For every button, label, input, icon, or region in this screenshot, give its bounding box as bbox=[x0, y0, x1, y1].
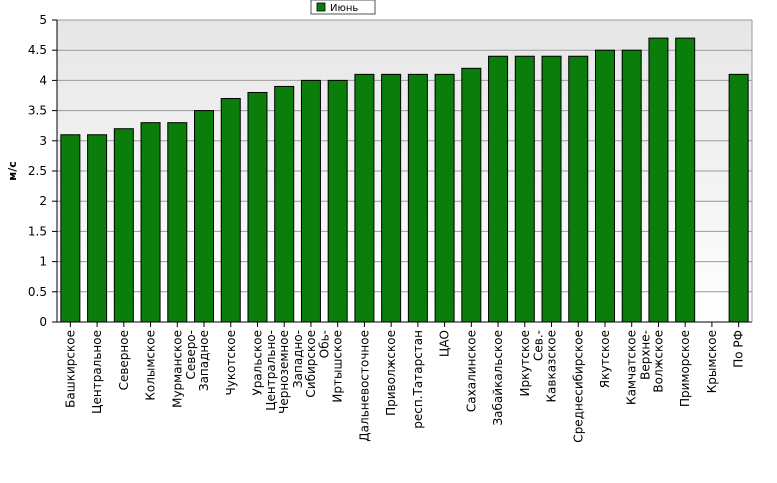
x-tick-label: По РФ bbox=[732, 330, 746, 368]
bar[interactable] bbox=[327, 79, 348, 323]
x-tick-label: Колымское bbox=[144, 330, 158, 401]
axes bbox=[56, 20, 753, 323]
y-tick-label: 0.5 bbox=[28, 285, 47, 299]
y-axis-label: м/с bbox=[6, 161, 19, 181]
bar[interactable] bbox=[488, 55, 509, 323]
x-tick-label: Чукотское bbox=[224, 330, 238, 395]
bar[interactable] bbox=[194, 110, 215, 323]
x-tick-label: Мурманское bbox=[170, 330, 184, 408]
y-tick-label: 0 bbox=[39, 315, 47, 329]
y-tick-labels: 0 0.5 1 1.5 2 2.5 3 3.5 4 4.5 5 bbox=[28, 13, 47, 329]
bar[interactable] bbox=[621, 49, 642, 323]
y-tick-label: 3.5 bbox=[28, 104, 47, 118]
x-tick-label: Приволжское bbox=[384, 330, 398, 416]
bars bbox=[60, 37, 749, 323]
bar[interactable] bbox=[594, 49, 615, 323]
x-tick-label: Башкирское bbox=[63, 330, 77, 408]
x-tick-label: Сев.-Кавказское bbox=[532, 330, 559, 403]
x-tick-label: Западно-Сибирское bbox=[291, 330, 318, 398]
x-tick-label: Приморское bbox=[678, 330, 692, 407]
bar[interactable] bbox=[461, 67, 482, 323]
x-tick-label: Якутское bbox=[598, 330, 612, 388]
bar[interactable] bbox=[648, 37, 669, 323]
x-tick-label: Центральное bbox=[90, 330, 104, 414]
legend-box bbox=[310, 0, 376, 15]
bar[interactable] bbox=[274, 85, 295, 323]
y-tick-label: 3 bbox=[39, 134, 47, 148]
x-tick-label: Обь-Иртышское bbox=[318, 330, 345, 403]
x-tick-label: Уральское bbox=[250, 330, 264, 396]
bar[interactable] bbox=[728, 73, 749, 323]
bar[interactable] bbox=[87, 134, 108, 323]
x-tick-label: Верхне-Волжское bbox=[638, 330, 665, 393]
bar[interactable] bbox=[541, 55, 562, 323]
x-tick-label: Камчатское bbox=[625, 330, 639, 405]
y-tick-label: 2 bbox=[39, 194, 47, 208]
y-tick-label: 5 bbox=[39, 13, 47, 27]
bar[interactable] bbox=[167, 122, 188, 323]
y-tick-label: 2.5 bbox=[28, 164, 47, 178]
bar[interactable] bbox=[675, 37, 696, 323]
x-tick-label: Сахалинское bbox=[464, 330, 478, 412]
bar[interactable] bbox=[568, 55, 589, 323]
bar[interactable] bbox=[514, 55, 535, 323]
legend-swatch bbox=[316, 2, 326, 12]
bar[interactable] bbox=[60, 134, 81, 323]
x-tick-label: Забайкальское bbox=[491, 330, 505, 426]
legend[interactable]: Июнь bbox=[310, 0, 376, 15]
y-tick-label: 1 bbox=[39, 255, 47, 269]
bar[interactable] bbox=[434, 73, 455, 323]
x-tick-label: Северное bbox=[117, 330, 131, 390]
legend-label: Июнь bbox=[330, 3, 358, 14]
x-tick-label: ЦАО bbox=[438, 330, 452, 357]
y-tick-label: 4 bbox=[39, 73, 47, 87]
x-tick-label: Среднесибирское bbox=[571, 330, 585, 443]
bar[interactable] bbox=[140, 122, 161, 323]
x-tick-label: Северо-Западное bbox=[184, 330, 211, 391]
x-tick-label: Крымское bbox=[705, 330, 719, 393]
x-tick-label: Центрально-Черноземное bbox=[264, 330, 291, 414]
y-tick-label: 4.5 bbox=[28, 43, 47, 57]
bar[interactable] bbox=[381, 73, 402, 323]
bar[interactable] bbox=[220, 98, 241, 323]
x-tick-label: Иркутское bbox=[518, 330, 532, 397]
bar[interactable] bbox=[300, 79, 321, 323]
bar[interactable] bbox=[354, 73, 375, 323]
bar[interactable] bbox=[247, 91, 268, 323]
y-tick-label: 1.5 bbox=[28, 224, 47, 238]
bar[interactable] bbox=[407, 73, 428, 323]
bar[interactable] bbox=[113, 128, 134, 323]
x-tick-label: Дальневосточное bbox=[357, 330, 371, 442]
x-tick-labels: Башкирское Центральное Северное Колымское Му… bbox=[63, 330, 745, 443]
x-tick-label: респ.Татарстан bbox=[411, 330, 425, 429]
